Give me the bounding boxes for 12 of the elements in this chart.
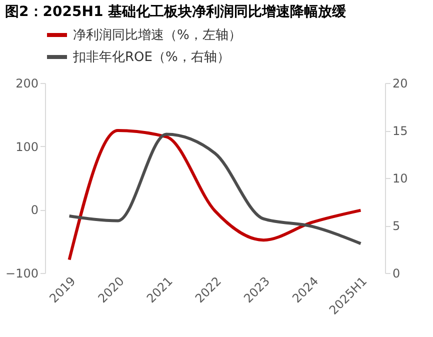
- legend-label: 净利润同比增速（%，左轴）: [73, 28, 242, 43]
- y2-tick-label: 0: [392, 266, 400, 280]
- y2-tick-label: 20: [392, 76, 408, 90]
- legend-label: 扣非年化ROE（%，右轴）: [72, 50, 230, 65]
- y-tick-label: 0: [30, 203, 38, 218]
- y-tick-label: −100: [6, 266, 38, 280]
- y2-tick-label: 5: [392, 219, 400, 233]
- y2-tick-label: 10: [392, 172, 408, 186]
- y2-tick-label: 15: [392, 124, 408, 138]
- chart-title: 图2：2025H1 基础化工板块净利润同比增速降幅放缓: [5, 3, 348, 20]
- y-tick-label: 100: [16, 140, 38, 154]
- y-tick-label: 200: [16, 76, 38, 90]
